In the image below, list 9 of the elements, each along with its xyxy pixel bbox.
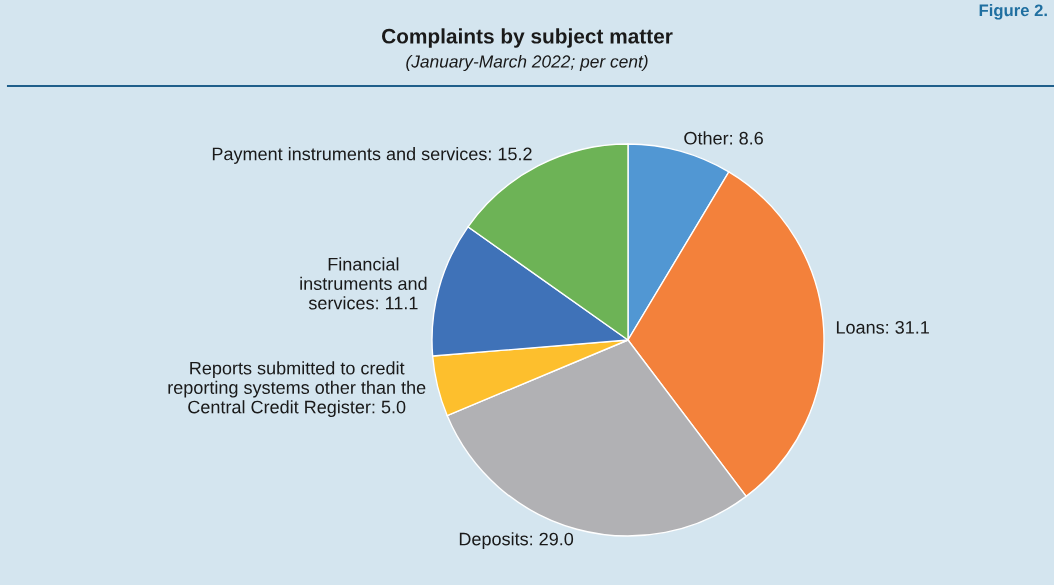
- chart-title: Complaints by subject matter: [382, 28, 673, 48]
- slice-label: Reports submitted to credit reporting systems other than the Central Credit Register: 5.0: [168, 361, 426, 417]
- slice-label: Loans: 31.1: [836, 320, 929, 334]
- slice-label: Deposits: 29.0: [459, 532, 574, 549]
- slice-label: Other: 8.6: [684, 131, 763, 145]
- caption: Figure 2.: [979, 4, 1047, 20]
- slice-label: Payment instruments and services: 15.2: [212, 147, 532, 164]
- slice-label: Financial instruments and services: 11.1: [300, 257, 427, 310]
- chart-subtitle: (January-March 2022; per cent): [406, 54, 648, 72]
